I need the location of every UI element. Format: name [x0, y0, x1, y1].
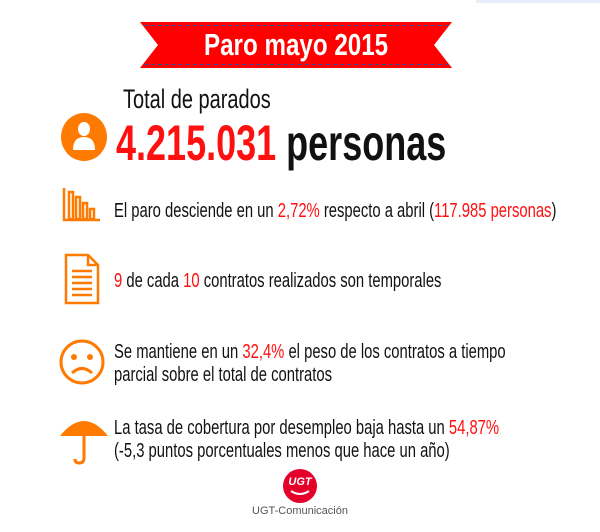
top-bar: [476, 0, 600, 3]
fact-highlight: 2,72%: [277, 200, 320, 222]
fact-text: La tasa de cobertura por desempleo baja …: [114, 417, 449, 439]
document-icon: [64, 253, 100, 305]
fact-text: de cada: [122, 270, 184, 292]
fact-text: el peso de los contratos a tiempo: [284, 341, 506, 363]
fact-text: Se mantiene en un: [114, 341, 243, 363]
fact-row-3: Se mantiene en un 32,4% el peso de los c…: [114, 341, 600, 387]
total-label: Total de parados: [123, 84, 323, 115]
fact-highlight: 54,87%: [448, 417, 500, 439]
fact-text: contratos realizados son temporales: [199, 270, 442, 292]
umbrella-icon: [60, 421, 108, 465]
total-value: 4.215.031 personas: [116, 114, 575, 172]
title-ribbon: [140, 22, 452, 68]
fact-text: parcial sobre el total de contratos: [114, 364, 333, 386]
person-icon: [61, 113, 107, 161]
sad-face-icon: [59, 339, 105, 385]
fact-text: ): [551, 200, 557, 222]
footer-credit: UGT-Comunicación: [252, 505, 348, 517]
fact-text: El paro desciende en un: [114, 200, 278, 222]
page-title: Paro mayo 2015: [140, 22, 452, 68]
bar-chart-down-icon: [62, 188, 100, 222]
fact-row-1: El paro desciende en un 2,72% respecto a…: [114, 200, 600, 223]
fact-highlight: 9: [114, 270, 123, 292]
fact-highlight: 32,4%: [242, 341, 285, 363]
fact-highlight: 10: [183, 270, 200, 292]
fact-highlight: 117.985 personas: [434, 200, 552, 222]
fact-row-2: 9 de cada 10 contratos realizados son te…: [114, 270, 557, 293]
fact-row-4: La tasa de cobertura por desempleo baja …: [114, 417, 600, 463]
svg-text:UGT: UGT: [288, 476, 313, 488]
title-text: Paro mayo 2015: [203, 27, 389, 62]
fact-text: (-5,3 puntos porcentuales menos que hace…: [114, 440, 450, 462]
fact-text: respecto a abril (: [319, 200, 435, 222]
total-label-text: Total de parados: [123, 84, 271, 114]
total-unit: personas: [286, 115, 447, 171]
total-number: 4.215.031: [116, 115, 277, 171]
ugt-logo: UGT: [283, 469, 317, 503]
